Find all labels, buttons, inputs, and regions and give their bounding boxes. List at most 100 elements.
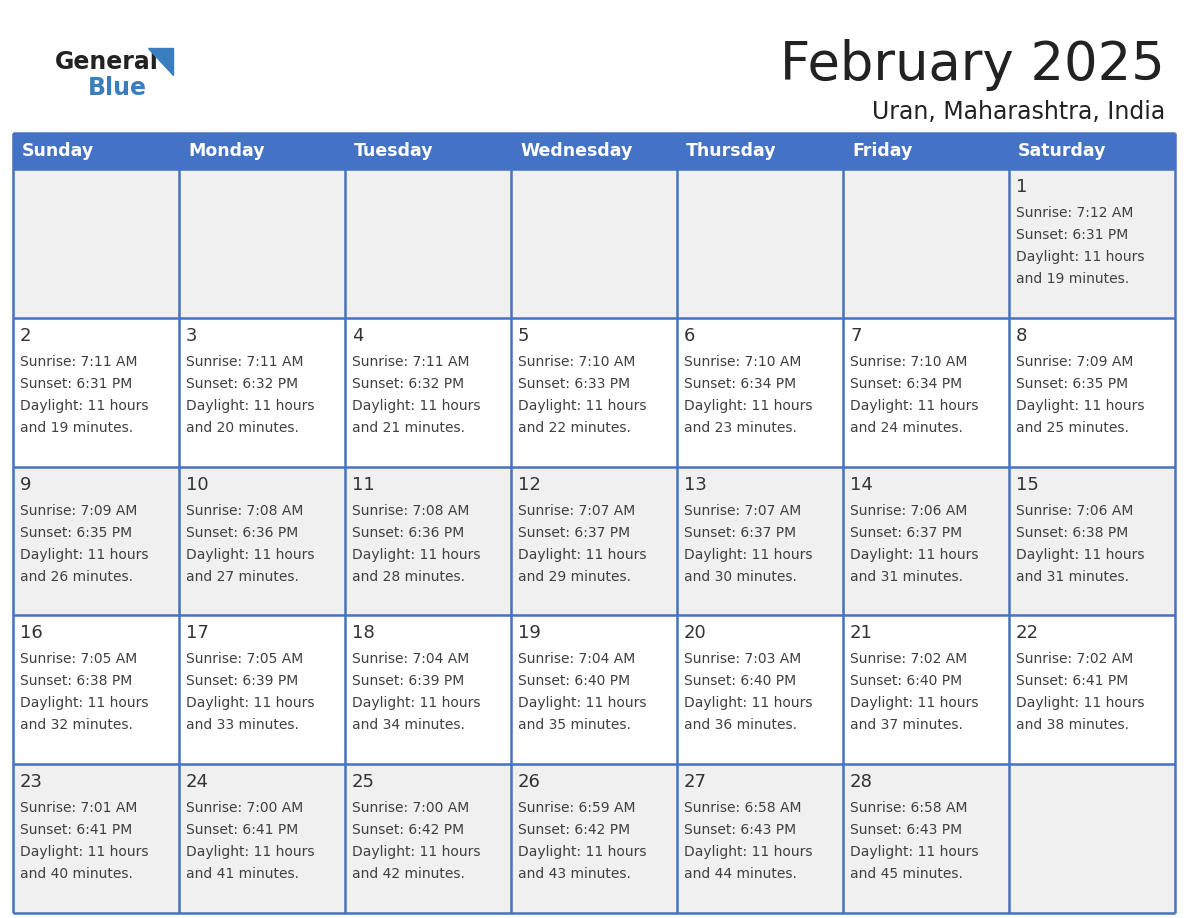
Text: 6: 6 [684,327,695,345]
Polygon shape [148,48,173,75]
Text: Sunrise: 7:10 AM: Sunrise: 7:10 AM [849,354,967,369]
Text: and 34 minutes.: and 34 minutes. [352,719,465,733]
Text: and 25 minutes.: and 25 minutes. [1016,420,1129,435]
Bar [345,764,511,913]
Text: Sunset: 6:41 PM: Sunset: 6:41 PM [187,823,298,837]
Text: 20: 20 [684,624,707,643]
Bar [677,318,843,466]
Text: Sunrise: 7:01 AM: Sunrise: 7:01 AM [20,801,138,815]
Text: Sunset: 6:33 PM: Sunset: 6:33 PM [518,376,630,391]
Text: and 36 minutes.: and 36 minutes. [684,719,797,733]
Text: and 29 minutes.: and 29 minutes. [518,569,631,584]
Bar [843,466,1009,615]
Bar [345,169,511,318]
Text: and 20 minutes.: and 20 minutes. [187,420,299,435]
Text: 27: 27 [684,773,707,791]
Text: 18: 18 [352,624,374,643]
Bar [677,764,843,913]
Text: Daylight: 11 hours: Daylight: 11 hours [684,845,813,859]
Text: and 24 minutes.: and 24 minutes. [849,420,963,435]
Text: Uran, Maharashtra, India: Uran, Maharashtra, India [872,100,1165,124]
Text: and 19 minutes.: and 19 minutes. [1016,272,1129,286]
Bar [13,764,179,913]
Text: Daylight: 11 hours: Daylight: 11 hours [518,548,646,562]
Text: Sunrise: 7:12 AM: Sunrise: 7:12 AM [1016,206,1133,220]
Text: 23: 23 [20,773,43,791]
Text: Saturday: Saturday [1018,142,1106,160]
Bar [179,169,345,318]
Text: 10: 10 [187,476,209,494]
Text: Daylight: 11 hours: Daylight: 11 hours [352,548,480,562]
Bar [13,466,179,615]
Text: Sunrise: 7:05 AM: Sunrise: 7:05 AM [187,653,303,666]
Text: Sunrise: 7:04 AM: Sunrise: 7:04 AM [352,653,469,666]
Bar [1009,615,1175,764]
Text: Daylight: 11 hours: Daylight: 11 hours [20,697,148,711]
Text: 14: 14 [849,476,873,494]
Text: and 19 minutes.: and 19 minutes. [20,420,133,435]
Text: Sunset: 6:38 PM: Sunset: 6:38 PM [1016,526,1129,540]
Bar [1009,169,1175,318]
Text: Sunset: 6:43 PM: Sunset: 6:43 PM [684,823,796,837]
Text: Sunrise: 7:02 AM: Sunrise: 7:02 AM [849,653,967,666]
Text: Sunrise: 7:10 AM: Sunrise: 7:10 AM [684,354,802,369]
Text: 17: 17 [187,624,209,643]
Text: Sunset: 6:40 PM: Sunset: 6:40 PM [849,675,962,688]
Bar [843,615,1009,764]
Bar [1009,466,1175,615]
Text: Friday: Friday [852,142,912,160]
Bar [843,169,1009,318]
Bar [677,466,843,615]
Text: 13: 13 [684,476,707,494]
Text: and 35 minutes.: and 35 minutes. [518,719,631,733]
Bar [179,466,345,615]
Bar [1009,764,1175,913]
Text: Monday: Monday [188,142,265,160]
Bar [13,615,179,764]
Text: Daylight: 11 hours: Daylight: 11 hours [352,398,480,413]
Text: Sunset: 6:36 PM: Sunset: 6:36 PM [352,526,465,540]
Text: Sunrise: 7:11 AM: Sunrise: 7:11 AM [20,354,138,369]
Text: Daylight: 11 hours: Daylight: 11 hours [1016,398,1144,413]
Text: 15: 15 [1016,476,1038,494]
Bar [345,466,511,615]
Bar [1009,318,1175,466]
Text: Sunset: 6:41 PM: Sunset: 6:41 PM [20,823,132,837]
Text: Daylight: 11 hours: Daylight: 11 hours [1016,697,1144,711]
Text: and 31 minutes.: and 31 minutes. [1016,569,1129,584]
Text: and 33 minutes.: and 33 minutes. [187,719,299,733]
Text: Sunrise: 7:11 AM: Sunrise: 7:11 AM [352,354,469,369]
Text: Wednesday: Wednesday [520,142,632,160]
Text: and 38 minutes.: and 38 minutes. [1016,719,1129,733]
Text: and 37 minutes.: and 37 minutes. [849,719,963,733]
Text: Daylight: 11 hours: Daylight: 11 hours [187,697,315,711]
Text: Sunrise: 7:07 AM: Sunrise: 7:07 AM [518,504,636,518]
Bar [511,169,677,318]
Text: 12: 12 [518,476,541,494]
Text: 22: 22 [1016,624,1040,643]
Text: Sunset: 6:37 PM: Sunset: 6:37 PM [518,526,630,540]
Bar [511,466,677,615]
Text: Sunrise: 7:10 AM: Sunrise: 7:10 AM [518,354,636,369]
Text: Sunrise: 7:04 AM: Sunrise: 7:04 AM [518,653,636,666]
Text: and 44 minutes.: and 44 minutes. [684,868,797,881]
Text: Sunrise: 7:11 AM: Sunrise: 7:11 AM [187,354,303,369]
Text: Sunset: 6:42 PM: Sunset: 6:42 PM [518,823,630,837]
Text: Blue: Blue [88,76,147,100]
Text: Daylight: 11 hours: Daylight: 11 hours [684,697,813,711]
Bar [511,764,677,913]
Text: and 22 minutes.: and 22 minutes. [518,420,631,435]
Text: 21: 21 [849,624,873,643]
Text: and 31 minutes.: and 31 minutes. [849,569,963,584]
Text: Sunset: 6:35 PM: Sunset: 6:35 PM [20,526,132,540]
Text: 4: 4 [352,327,364,345]
Bar [511,615,677,764]
Text: Sunset: 6:43 PM: Sunset: 6:43 PM [849,823,962,837]
Bar [179,318,345,466]
Text: Daylight: 11 hours: Daylight: 11 hours [518,398,646,413]
Text: Sunset: 6:38 PM: Sunset: 6:38 PM [20,675,132,688]
Bar [345,318,511,466]
Text: Sunset: 6:37 PM: Sunset: 6:37 PM [684,526,796,540]
Text: Sunset: 6:40 PM: Sunset: 6:40 PM [684,675,796,688]
Bar [179,764,345,913]
